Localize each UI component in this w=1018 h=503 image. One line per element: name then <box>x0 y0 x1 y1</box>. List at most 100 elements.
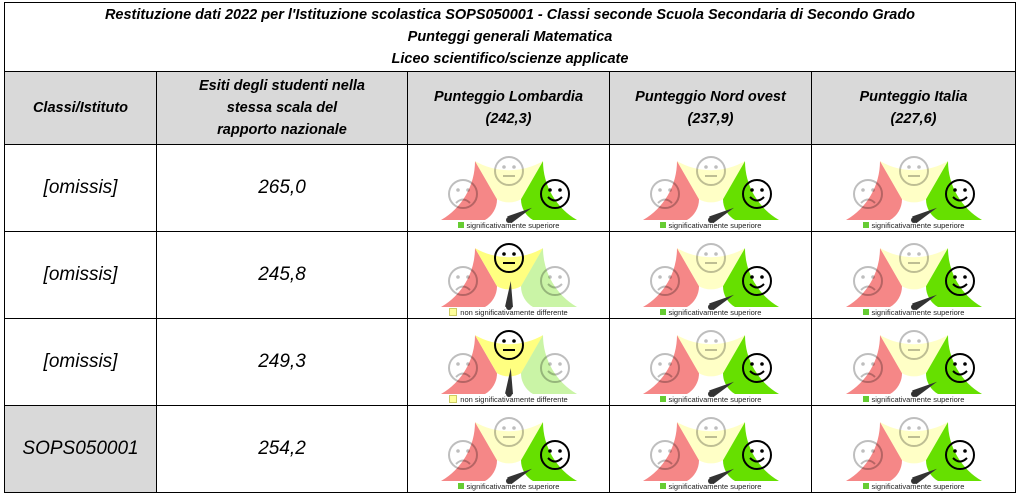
score-cell: 249,3 <box>156 318 408 406</box>
table-row: [omissis] 265,0 significativamente super… <box>4 144 1016 232</box>
gauge-yellow-zone <box>474 247 543 289</box>
legend-text: significativamente superiore <box>871 307 965 317</box>
gauge-legend: significativamente superiore <box>812 308 1015 317</box>
gauge-legend: significativamente superiore <box>610 395 811 404</box>
class-name-cell: [omissis] <box>4 231 157 319</box>
gauge-cell-italia: significativamente superiore <box>811 144 1016 232</box>
gauge-widget <box>440 416 577 484</box>
happy-face-icon <box>539 352 570 383</box>
gauge-red-zone <box>440 421 497 481</box>
table-row: [omissis] 245,8 non significativamente d… <box>4 231 1016 319</box>
happy-face-icon <box>741 439 772 470</box>
report-title: Restituzione dati 2022 per l'Istituzione… <box>4 2 1016 72</box>
sad-face-icon <box>852 352 883 383</box>
report-table-container: Restituzione dati 2022 per l'Istituzione… <box>4 2 1016 493</box>
gauge-yellow-zone <box>474 334 543 376</box>
neutral-face-icon <box>493 242 524 273</box>
gauge-widget <box>642 242 779 310</box>
sad-face-icon <box>852 265 883 296</box>
gauge-needle <box>506 207 532 223</box>
gauge-red-zone <box>642 247 699 307</box>
happy-face-icon <box>741 265 772 296</box>
legend-swatch <box>862 396 869 402</box>
sad-face-icon <box>649 352 680 383</box>
gauge-cell-nordovest: significativamente superiore <box>609 318 812 406</box>
class-name-cell: [omissis] <box>4 318 157 406</box>
gauge-cell-lombardia: non significativamente differente <box>407 318 610 406</box>
gauge-widget <box>642 416 779 484</box>
legend-swatch <box>862 222 869 228</box>
sad-face-icon <box>852 439 883 470</box>
gauge-yellow-zone <box>879 247 948 289</box>
score-cell: 254,2 <box>156 405 408 493</box>
sad-face-icon <box>447 265 478 296</box>
gauge-needle <box>708 294 734 310</box>
header-nordovest: Punteggio Nord ovest (237,9) <box>609 71 812 145</box>
table-row: [omissis] 249,3 non significativamente d… <box>4 318 1016 406</box>
happy-face-icon <box>741 178 772 209</box>
sad-face-icon <box>649 439 680 470</box>
score-cell: 265,0 <box>156 144 408 232</box>
gauge-yellow-zone <box>474 160 543 202</box>
gauge-yellow-zone <box>879 421 948 463</box>
legend-swatch <box>457 222 464 228</box>
happy-face-icon <box>539 265 570 296</box>
legend-swatch <box>449 395 458 403</box>
school-name-cell: SOPS050001 <box>4 405 157 493</box>
gauge-red-zone <box>845 421 902 481</box>
gauge-legend: significativamente superiore <box>408 482 609 491</box>
title-line-3: Liceo scientifico/scienze applicate <box>391 51 629 67</box>
gauge-green-zone <box>520 334 577 394</box>
gauge-legend: significativamente superiore <box>812 482 1015 491</box>
happy-face-icon <box>944 352 975 383</box>
legend-text: significativamente superiore <box>668 394 762 404</box>
neutral-face-icon <box>493 155 524 186</box>
gauge-widget <box>845 242 982 310</box>
legend-swatch <box>659 222 666 228</box>
gauge-legend: significativamente superiore <box>408 221 609 230</box>
gauge-yellow-zone <box>879 160 948 202</box>
gauge-yellow-zone <box>676 421 745 463</box>
neutral-face-icon <box>695 155 726 186</box>
gauge-cell-italia: significativamente superiore <box>811 231 1016 319</box>
title-line-2: Punteggi generali Matematica <box>407 29 613 45</box>
gauge-red-zone <box>642 160 699 220</box>
gauge-widget <box>642 329 779 397</box>
legend-text: significativamente superiore <box>668 220 762 230</box>
gauge-widget <box>845 416 982 484</box>
table-row: SOPS050001 254,2 significativamente supe… <box>4 405 1016 493</box>
happy-face-icon <box>539 439 570 470</box>
gauge-needle <box>708 207 734 223</box>
gauge-legend: significativamente superiore <box>610 308 811 317</box>
gauge-cell-nordovest: significativamente superiore <box>609 405 812 493</box>
neutral-face-icon <box>695 416 726 447</box>
legend-text: significativamente superiore <box>668 307 762 317</box>
gauge-cell-italia: significativamente superiore <box>811 405 1016 493</box>
sad-face-icon <box>447 178 478 209</box>
gauge-yellow-zone <box>474 421 543 463</box>
legend-swatch <box>659 396 666 402</box>
neutral-face-icon <box>695 329 726 360</box>
gauge-yellow-zone <box>676 247 745 289</box>
neutral-face-icon <box>898 329 929 360</box>
header-classi: Classi/Istituto <box>4 71 157 145</box>
legend-swatch <box>659 483 666 489</box>
gauge-widget <box>440 155 577 223</box>
gauge-widget <box>440 329 577 397</box>
gauge-needle <box>911 468 937 484</box>
neutral-face-icon <box>695 242 726 273</box>
gauge-cell-lombardia: significativamente superiore <box>407 405 610 493</box>
legend-text: significativamente superiore <box>871 481 965 491</box>
happy-face-icon <box>944 178 975 209</box>
sad-face-icon <box>447 352 478 383</box>
results-table: Restituzione dati 2022 per l'Istituzione… <box>4 2 1016 493</box>
neutral-face-icon <box>898 416 929 447</box>
gauge-widget <box>845 155 982 223</box>
gauge-needle <box>506 468 532 484</box>
neutral-face-icon <box>493 416 524 447</box>
gauge-yellow-zone <box>676 334 745 376</box>
gauge-needle <box>708 468 734 484</box>
header-italia: Punteggio Italia (227,6) <box>811 71 1016 145</box>
sad-face-icon <box>852 178 883 209</box>
happy-face-icon <box>741 352 772 383</box>
